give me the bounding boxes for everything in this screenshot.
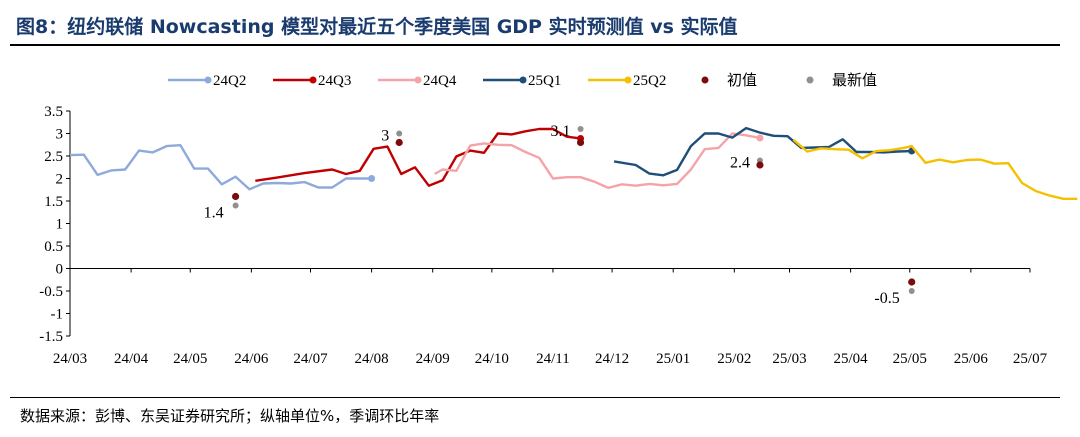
series-line-25Q1 — [613, 126, 912, 177]
legend-label: 25Q2 — [633, 73, 666, 89]
x-tick-label: 24/09 — [416, 351, 450, 367]
series-line-24Q2 — [69, 143, 372, 191]
initial-value-point — [908, 278, 916, 286]
x-tick-label: 25/04 — [834, 351, 869, 367]
legend-marker-24Q3 — [309, 76, 317, 84]
y-tick-label: 3.5 — [44, 104, 63, 120]
x-tick-label: 24/10 — [475, 351, 509, 367]
chart-legend: 24Q2 24Q3 24Q4 25Q1 25Q2 初值 最新值 — [168, 71, 877, 89]
legend-marker-point — [701, 76, 709, 84]
latest-value-point — [908, 288, 915, 294]
source-rule — [10, 397, 1060, 398]
chart-axes: -1.5 -1 -0.5 0 0.5 1 1.5 2 2.5 3 3.5 24/03 24/04 24/0… — [39, 104, 1047, 367]
legend-label: 25Q1 — [528, 73, 561, 89]
latest-value-point — [396, 130, 403, 137]
value-label: 2.4 — [730, 155, 750, 172]
legend-label: 24Q3 — [318, 73, 351, 89]
y-tick-label: 0 — [56, 262, 64, 278]
initial-value-point — [756, 161, 764, 169]
y-tick-label: 3 — [56, 127, 64, 143]
series-end-marker-24Q2 — [368, 175, 376, 182]
value-label: -0.5 — [874, 290, 899, 307]
legend-marker-point — [806, 76, 814, 84]
initial-value-point — [231, 192, 240, 201]
y-tick-label: 1.5 — [44, 194, 63, 210]
x-tick-label: 24/04 — [114, 351, 149, 367]
series-line-25Q2 — [792, 138, 1078, 201]
x-tick-label: 25/06 — [954, 351, 989, 367]
x-tick-label: 24/08 — [355, 351, 389, 367]
y-tick-label: -1.5 — [39, 329, 63, 345]
y-tick-label: 2.5 — [44, 149, 63, 165]
y-tick-label: 2 — [56, 172, 64, 188]
x-tick-label: 24/12 — [595, 351, 629, 367]
legend-marker-24Q4 — [414, 76, 422, 84]
x-tick-label: 24/06 — [234, 351, 269, 367]
x-tick-label: 24/05 — [173, 351, 207, 367]
legend-label: 24Q2 — [213, 73, 246, 89]
chart-value-points: 1.4 3 3.1 2.4 -0.5 — [204, 123, 916, 307]
legend-marker-25Q1 — [519, 76, 527, 84]
series-line-24Q4 — [434, 132, 761, 190]
series-end-marker-24Q4 — [756, 134, 764, 142]
value-label: 3.1 — [551, 123, 571, 140]
x-tick-label: 24/11 — [536, 351, 570, 367]
x-tick-label: 25/07 — [1013, 351, 1048, 367]
initial-value-point — [395, 138, 403, 147]
legend-label: 最新值 — [832, 71, 877, 89]
y-tick-label: 1 — [56, 217, 64, 233]
source-note: 数据来源：彭博、东吴证券研究所；纵轴单位%，季调环比年率 — [20, 407, 440, 425]
latest-value-point — [232, 202, 239, 209]
y-tick-label: -1 — [51, 307, 64, 323]
value-label: 1.4 — [204, 205, 224, 222]
latest-value-point — [577, 126, 584, 132]
legend-marker-25Q2 — [624, 76, 632, 84]
y-tick-label: 0.5 — [44, 239, 63, 255]
legend-marker-24Q2 — [204, 76, 212, 84]
initial-value-point — [576, 138, 585, 147]
x-tick-label: 24/07 — [293, 351, 328, 367]
y-tick-label: -0.5 — [39, 284, 63, 300]
title-rule — [10, 44, 1060, 46]
series-line-24Q3 — [255, 127, 581, 187]
x-tick-label: 25/03 — [772, 351, 806, 367]
x-tick-label: 24/03 — [53, 351, 87, 367]
value-label: 3 — [381, 128, 389, 145]
legend-label: 初值 — [727, 71, 757, 89]
x-tick-label: 25/01 — [656, 351, 690, 367]
legend-label: 24Q4 — [423, 73, 457, 89]
chart-series — [69, 126, 1078, 201]
x-tick-label: 25/05 — [893, 351, 927, 367]
figure-title: 图8：纽约联储 Nowcasting 模型对最近五个季度美国 GDP 实时预测值… — [16, 16, 738, 38]
x-tick-label: 25/02 — [717, 351, 751, 367]
